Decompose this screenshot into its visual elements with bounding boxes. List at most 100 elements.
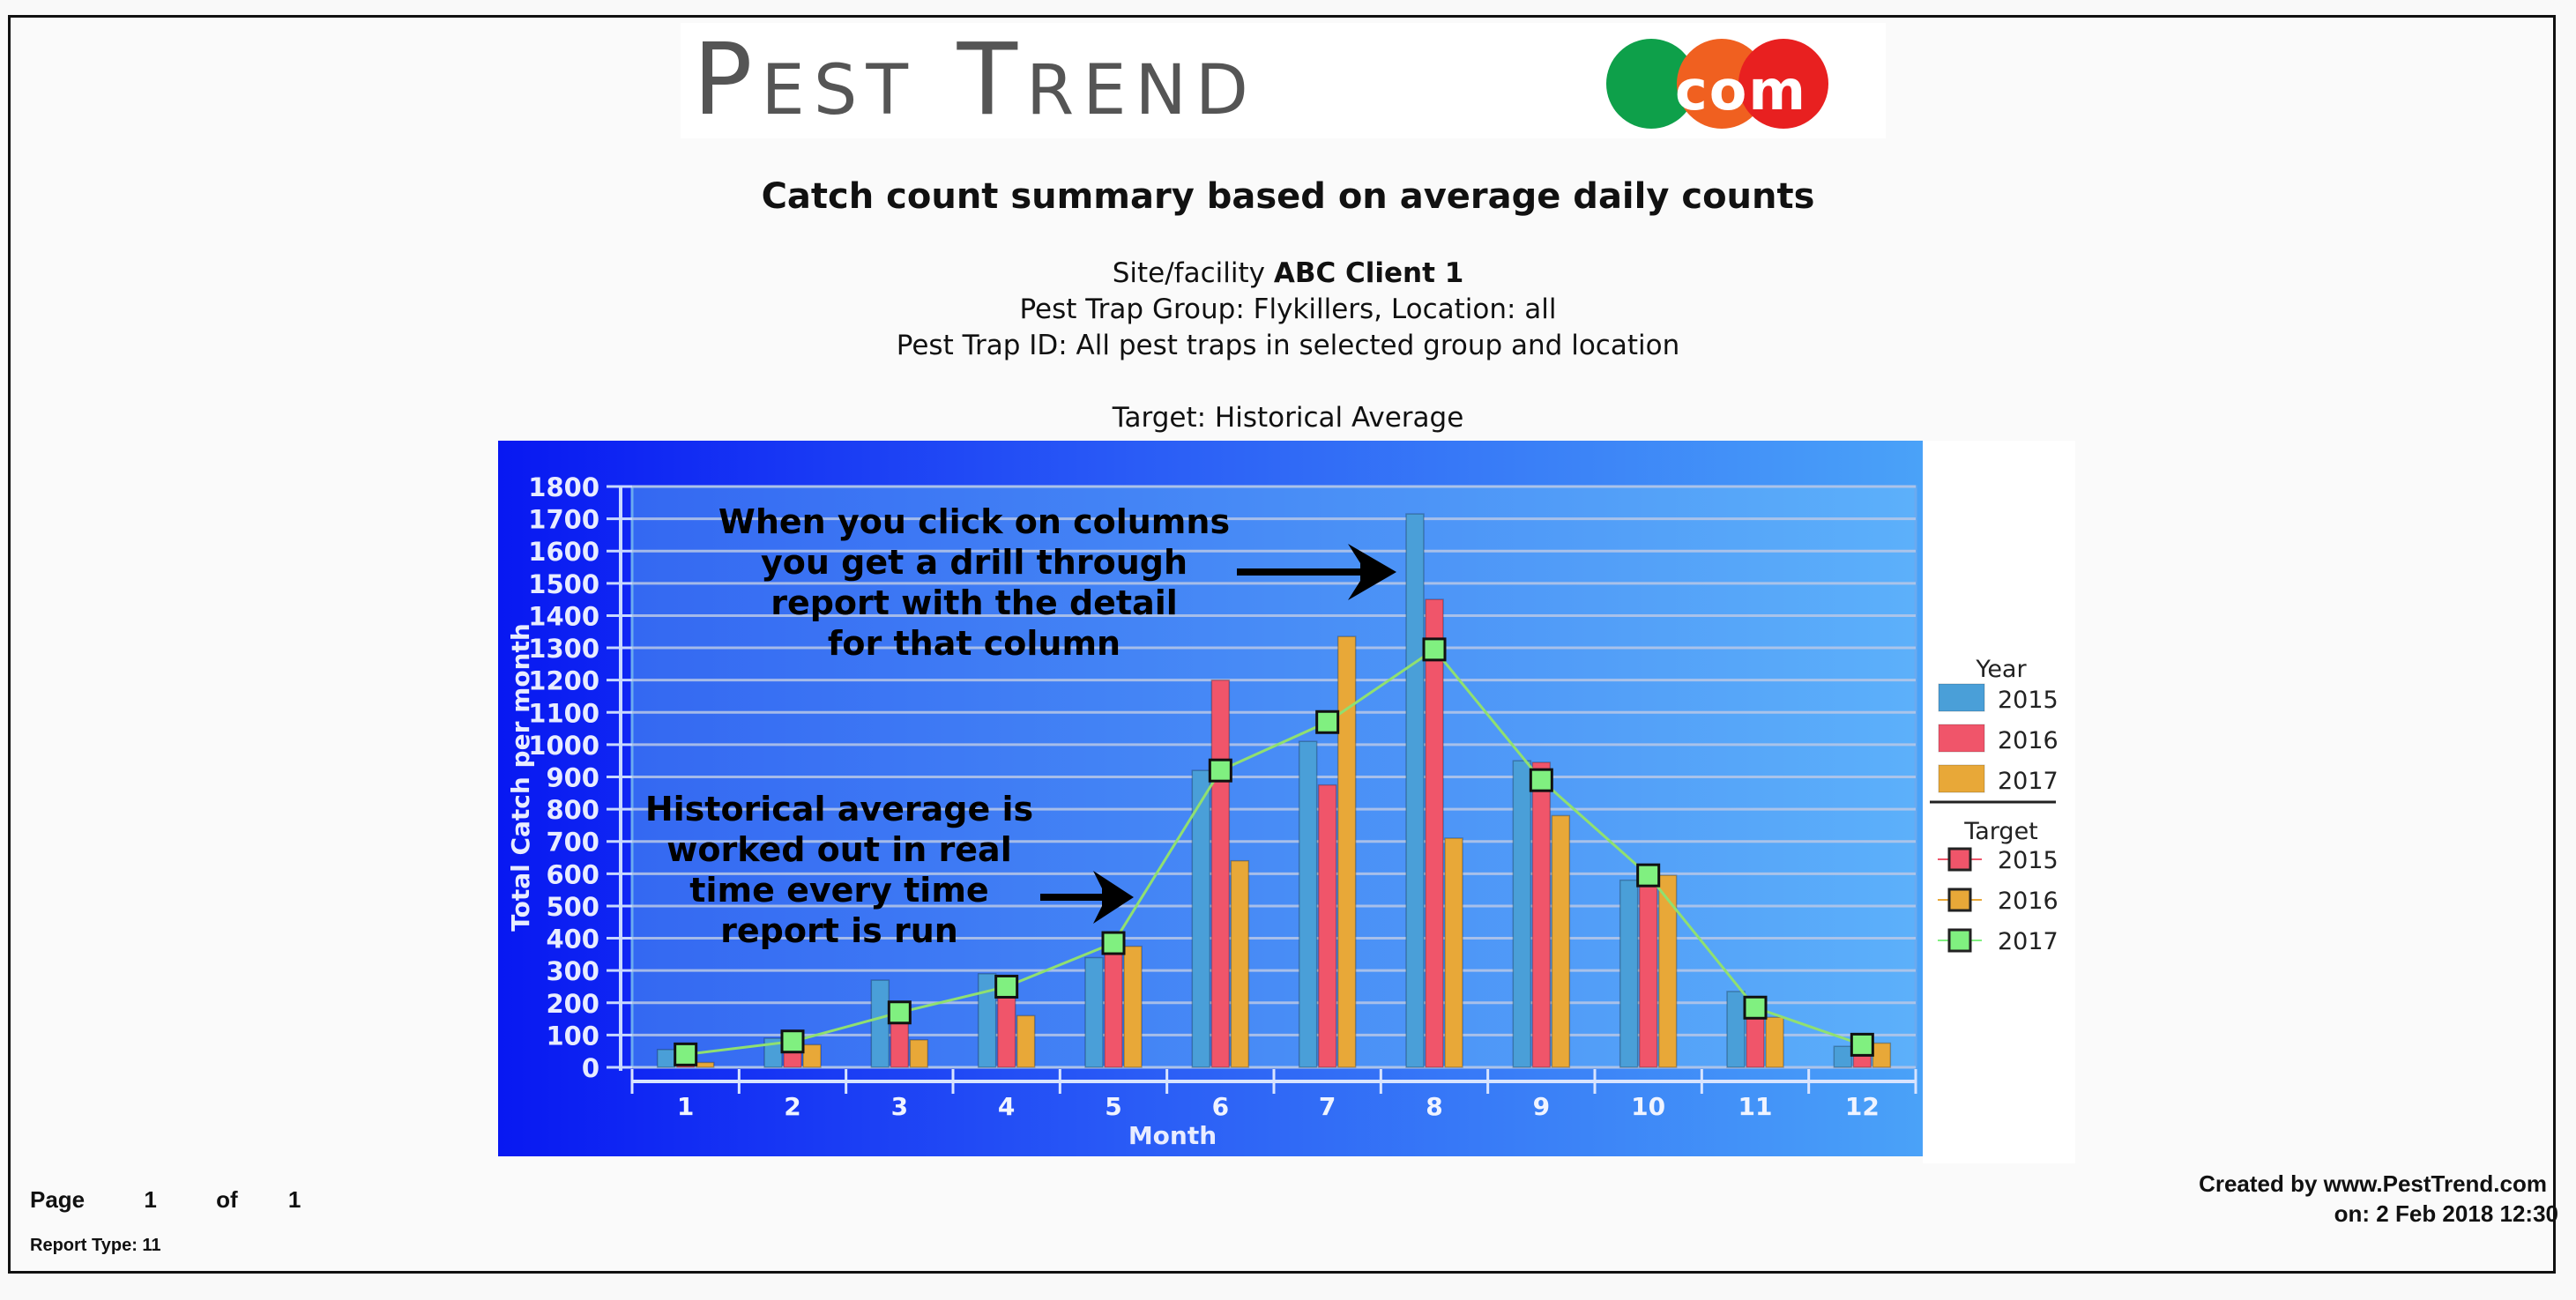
y-tick-label: 200 [546, 989, 599, 1019]
annotation-historical-line: worked out in real [666, 830, 1011, 869]
y-tick-label: 0 [582, 1053, 599, 1083]
created-on: on: 2 Feb 2018 12:30 [2334, 1200, 2558, 1227]
bar-2017-month-3[interactable] [909, 1039, 929, 1068]
y-tick-label: 1800 [528, 472, 599, 502]
target-marker-month-2[interactable] [780, 1029, 805, 1054]
bar-2015-month-7[interactable] [1298, 740, 1318, 1068]
bar-2016-month-3[interactable] [890, 1021, 910, 1068]
target-line: Target: Historical Average [1112, 402, 1464, 434]
legend-target-label-2015: 2015 [1998, 847, 2059, 874]
legend-target-marker-2017 [1947, 928, 1972, 953]
bar-2017-month-6[interactable] [1230, 859, 1250, 1068]
target-marker-month-6[interactable] [1208, 758, 1232, 783]
x-tick-label: 7 [1319, 1092, 1336, 1121]
bar-2017-month-10[interactable] [1657, 874, 1678, 1068]
arrow-right-icon [1040, 871, 1134, 924]
bar-2016-month-5[interactable] [1104, 947, 1123, 1068]
bar-2015-month-10[interactable] [1619, 879, 1639, 1068]
bar-2016-month-11[interactable] [1746, 1012, 1765, 1068]
group-line: Pest Trap Group: Flykillers, Location: a… [1019, 293, 1557, 325]
bar-2015-month-11[interactable] [1726, 991, 1746, 1068]
bar-2015-month-9[interactable] [1512, 760, 1532, 1068]
target-marker-month-7[interactable] [1315, 709, 1340, 734]
bar-2016-month-2[interactable] [783, 1050, 802, 1068]
target-marker-month-10[interactable] [1636, 863, 1661, 888]
x-tick-label: 5 [1105, 1092, 1121, 1121]
report-type: Report Type: 11 [30, 1236, 161, 1255]
y-tick-label: 1200 [528, 666, 599, 696]
bar-2017-month-2[interactable] [802, 1044, 822, 1068]
x-tick-label: 9 [1533, 1092, 1550, 1121]
bar-2016-month-7[interactable] [1317, 784, 1337, 1068]
bar-2017-month-8[interactable] [1444, 837, 1463, 1068]
bar-2017-month-4[interactable] [1016, 1014, 1036, 1068]
site-value: ABC Client 1 [1273, 257, 1464, 289]
annotation-drill-line: When you click on columns [718, 502, 1230, 541]
x-tick-label: 10 [1631, 1092, 1665, 1121]
y-tick-label: 1700 [528, 505, 599, 535]
x-tick-label: 2 [784, 1092, 800, 1121]
legend-target-title: Target [1963, 818, 2038, 845]
y-tick-label: 1500 [528, 569, 599, 599]
bar-2016-month-10[interactable] [1638, 874, 1658, 1068]
bar-2015-month-3[interactable] [870, 979, 890, 1068]
y-tick-label: 1000 [528, 731, 599, 761]
y-tick-label: 700 [546, 828, 599, 858]
legend-swatch-2015 [1938, 683, 1985, 712]
y-tick-label: 1400 [528, 601, 599, 631]
legend-target-marker-2016 [1947, 888, 1972, 912]
annotation-drill-line: you get a drill through [761, 543, 1187, 582]
logo-dot-red [1738, 39, 1828, 129]
target-marker-month-5[interactable] [1101, 931, 1126, 955]
bar-2016-month-8[interactable] [1425, 598, 1444, 1068]
target-marker-month-9[interactable] [1529, 768, 1553, 792]
page-current: 1 [144, 1186, 157, 1213]
y-tick-label: 1300 [528, 634, 599, 664]
page-total: 1 [287, 1186, 302, 1213]
y-tick-label: 500 [546, 892, 599, 922]
x-tick-label: 3 [891, 1092, 908, 1121]
trap-line: Pest Trap ID: All pest traps in selected… [896, 330, 1680, 361]
target-marker-month-8[interactable] [1422, 637, 1447, 662]
pesttrend-logo: Pest Trend com [681, 23, 1886, 138]
legend-label-2016: 2016 [1998, 727, 2059, 754]
page-of: of [216, 1186, 238, 1213]
bar-2015-month-1[interactable] [656, 1049, 676, 1068]
bar-2017-month-1[interactable] [695, 1061, 715, 1068]
x-tick-label: 8 [1426, 1092, 1442, 1121]
y-tick-label: 900 [546, 763, 599, 793]
target-marker-month-3[interactable] [887, 1000, 912, 1025]
target-marker-month-11[interactable] [1743, 995, 1768, 1020]
site-line: Site/facility ABC Client 1 [0, 257, 2576, 289]
bar-2015-month-4[interactable] [977, 973, 997, 1068]
legend-target-label-2017: 2017 [1998, 928, 2059, 955]
bar-2017-month-7[interactable] [1336, 635, 1357, 1068]
target-marker-month-4[interactable] [994, 974, 1019, 999]
x-tick-label: 4 [998, 1092, 1015, 1121]
annotation-drill-line: report with the detail [771, 583, 1178, 622]
legend-target-label-2016: 2016 [1998, 888, 2059, 915]
page-indicator: Page 1 of 1 [30, 1186, 301, 1214]
target-marker-month-1[interactable] [674, 1042, 698, 1066]
bar-2015-month-5[interactable] [1084, 956, 1104, 1068]
legend-year-title: Year [1975, 656, 2027, 683]
y-tick-label: 1600 [528, 537, 599, 567]
legend-label-2015: 2015 [1998, 687, 2059, 714]
annotation-historical-line: Historical average is [645, 790, 1033, 828]
bar-2017-month-5[interactable] [1123, 945, 1143, 1068]
bar-2016-month-6[interactable] [1210, 679, 1231, 1068]
legend-swatch-2017 [1938, 764, 1985, 793]
bar-2015-month-6[interactable] [1191, 769, 1211, 1068]
bar-2017-month-9[interactable] [1551, 814, 1571, 1068]
bar-2017-month-11[interactable] [1765, 1016, 1784, 1068]
legend-swatch-2016 [1938, 724, 1985, 753]
bar-2016-month-9[interactable] [1531, 761, 1552, 1068]
bar-2017-month-12[interactable] [1872, 1042, 1892, 1068]
target-marker-month-12[interactable] [1850, 1032, 1874, 1057]
legend-label-2017: 2017 [1998, 768, 2059, 795]
logo-text: Pest Trend [693, 23, 1257, 137]
y-tick-label: 600 [546, 859, 599, 889]
bar-2015-month-12[interactable] [1833, 1045, 1853, 1068]
bar-2015-month-8[interactable] [1405, 513, 1425, 1068]
